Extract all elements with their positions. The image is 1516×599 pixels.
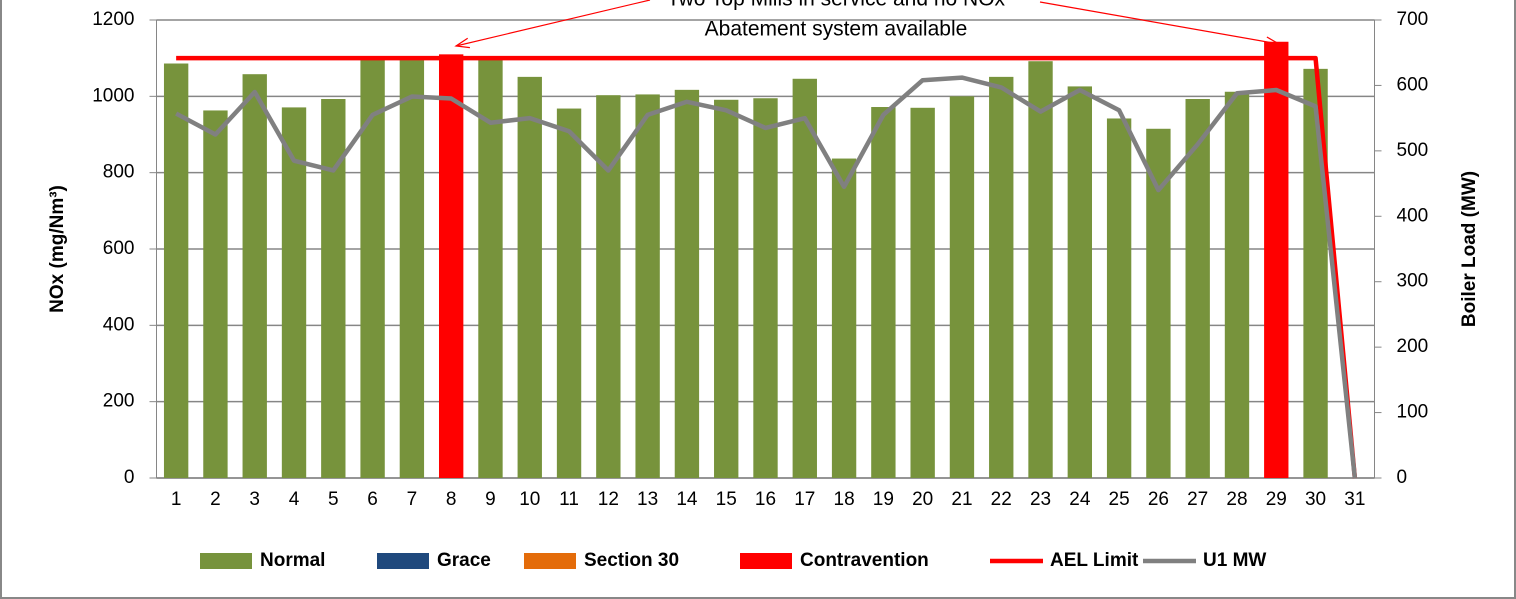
arrow-head xyxy=(1265,36,1281,48)
legend-label: Contravention xyxy=(800,550,929,571)
bar xyxy=(674,89,700,478)
y2-tick-label: 500 xyxy=(1397,140,1429,161)
legend-swatch xyxy=(740,553,792,569)
bar xyxy=(1106,118,1132,478)
bar xyxy=(949,96,975,478)
x-tick-label: 4 xyxy=(289,489,300,510)
y-axis-title: NOx (mg/Nm³) xyxy=(47,185,68,313)
bar xyxy=(792,78,817,478)
bar xyxy=(281,107,307,478)
x-tick-label: 31 xyxy=(1344,489,1365,510)
bar xyxy=(1067,86,1093,478)
bar xyxy=(399,60,425,478)
x-tick-label: 11 xyxy=(559,489,579,510)
y-tick-label: 400 xyxy=(103,314,135,335)
x-tick-label: 20 xyxy=(912,489,933,510)
x-tick-label: 12 xyxy=(598,489,619,510)
x-tick-label: 29 xyxy=(1266,489,1287,510)
legend-swatch xyxy=(377,553,429,569)
x-tick-label: 30 xyxy=(1305,489,1326,510)
bar xyxy=(753,98,778,478)
x-tick-label: 8 xyxy=(446,489,457,510)
x-tick-label: 28 xyxy=(1226,489,1247,510)
bar xyxy=(163,63,189,478)
x-tick-label: 18 xyxy=(834,489,855,510)
x-tick-label: 1 xyxy=(171,489,182,510)
bar xyxy=(517,76,542,478)
x-tick-label: 14 xyxy=(676,489,698,510)
bar xyxy=(1028,61,1053,478)
bar xyxy=(203,110,228,478)
annotation: Abatement system available xyxy=(705,18,968,41)
x-tick-label: 19 xyxy=(873,489,894,510)
x-tick-label: 17 xyxy=(794,489,815,510)
x-tick-label: 9 xyxy=(485,489,496,510)
x-tick-label: 23 xyxy=(1030,489,1051,510)
y2-tick-label: 700 xyxy=(1397,9,1429,30)
bar xyxy=(910,107,935,479)
legend-label: Grace xyxy=(437,550,491,571)
annotation-arrow xyxy=(1039,1,1280,45)
line-series xyxy=(176,55,1358,479)
y2-tick-label: 300 xyxy=(1397,271,1429,292)
bar xyxy=(478,58,503,479)
bar xyxy=(242,74,267,479)
x-tick-label: 2 xyxy=(210,489,221,510)
bar xyxy=(556,108,582,479)
x-tick-label: 3 xyxy=(249,489,260,510)
x-tick-label: 15 xyxy=(716,489,737,510)
bar xyxy=(1224,91,1250,479)
bar xyxy=(831,158,857,479)
y-tick-label: 200 xyxy=(103,391,135,412)
y2-axis-title: Boiler Load (MW) xyxy=(1459,171,1480,327)
y2-tick-label: 100 xyxy=(1397,402,1429,423)
x-tick-label: 26 xyxy=(1148,489,1169,510)
bar xyxy=(635,94,660,479)
y-tick-label: 0 xyxy=(124,467,135,488)
x-tick-label: 27 xyxy=(1187,489,1208,510)
y-tick-label: 1200 xyxy=(92,9,134,30)
x-tick-label: 25 xyxy=(1109,489,1130,510)
x-tick-label: 10 xyxy=(519,489,540,510)
x-tick-label: 5 xyxy=(328,489,339,510)
y2-tick-label: 600 xyxy=(1397,74,1429,95)
y-tick-label: 600 xyxy=(103,238,135,259)
y2-tick-label: 200 xyxy=(1397,336,1429,357)
bar xyxy=(1264,41,1289,478)
y2-tick-label: 400 xyxy=(1397,205,1429,226)
bar xyxy=(596,95,621,479)
arrow-head xyxy=(454,37,470,49)
line-series xyxy=(175,75,1358,479)
annotation: Two Top Mills in service and no NOx xyxy=(667,0,1006,11)
x-tick-label: 7 xyxy=(407,489,418,510)
legend-label: Section 30 xyxy=(584,550,679,571)
legend-label: U1 MW xyxy=(1203,550,1266,571)
x-tick-label: 6 xyxy=(367,489,378,510)
bar xyxy=(360,58,385,479)
legend-label: Normal xyxy=(260,550,325,571)
bar xyxy=(871,107,896,479)
bar xyxy=(1185,99,1210,478)
x-tick-label: 21 xyxy=(951,489,972,510)
bar xyxy=(989,76,1014,478)
legend-label: AEL Limit xyxy=(1050,550,1139,571)
bar xyxy=(438,54,464,478)
legend-swatch xyxy=(200,553,252,569)
x-tick-label: 13 xyxy=(637,489,658,510)
x-tick-label: 16 xyxy=(755,489,776,510)
bar xyxy=(714,99,739,478)
y-tick-label: 800 xyxy=(103,162,135,183)
y-tick-label: 1000 xyxy=(92,85,134,106)
legend-swatch xyxy=(524,553,576,569)
y2-tick-label: 0 xyxy=(1397,467,1408,488)
annotation-arrow xyxy=(455,0,651,47)
x-tick-label: 22 xyxy=(991,489,1012,510)
x-tick-label: 24 xyxy=(1069,489,1091,510)
